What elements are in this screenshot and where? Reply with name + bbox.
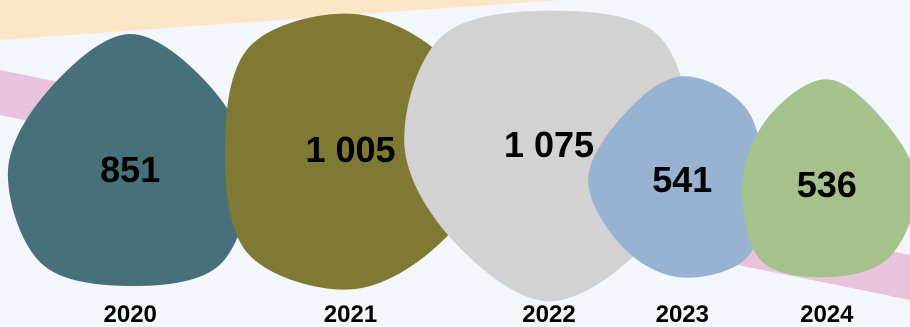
year-label-2021: 2021: [324, 301, 377, 327]
value-label-2022: 1 075: [504, 124, 594, 165]
blob-2024: [741, 79, 910, 278]
blob-2020: [7, 33, 251, 287]
background-band-peach: [0, 0, 560, 40]
value-labels: 851 1 005 1 075 541 536: [100, 124, 857, 205]
blob-2023: [588, 76, 764, 278]
year-label-2020: 2020: [104, 301, 157, 327]
blob-series: [7, 10, 910, 302]
value-label-2020: 851: [100, 149, 160, 190]
value-label-2021: 1 005: [305, 129, 395, 170]
year-label-2023: 2023: [656, 301, 709, 327]
year-label-2024: 2024: [800, 301, 854, 327]
year-label-2022: 2022: [522, 301, 575, 327]
year-labels: 2020 2021 2022 2023 2024: [104, 301, 855, 327]
value-label-2023: 541: [652, 159, 712, 200]
value-label-2024: 536: [797, 164, 857, 205]
